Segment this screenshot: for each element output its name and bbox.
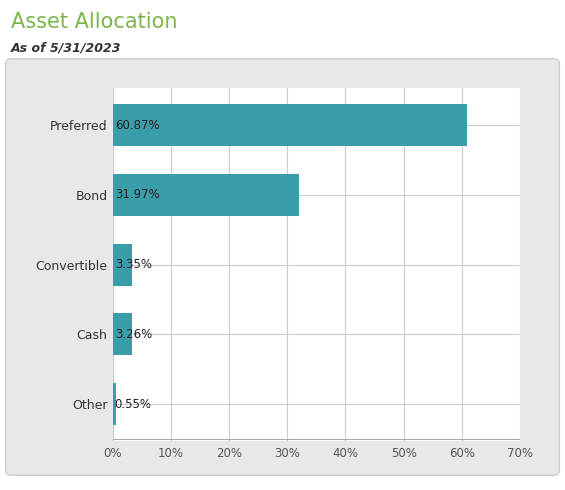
Text: 60.87%: 60.87% xyxy=(115,119,159,132)
Bar xyxy=(113,314,132,355)
Text: Asset Allocation: Asset Allocation xyxy=(11,12,178,32)
FancyBboxPatch shape xyxy=(6,59,559,475)
Bar xyxy=(113,174,299,216)
Text: As of 5/31/2023: As of 5/31/2023 xyxy=(11,42,122,55)
Bar xyxy=(113,104,467,146)
Bar xyxy=(113,383,116,425)
Text: 3.26%: 3.26% xyxy=(115,328,152,341)
Text: 3.35%: 3.35% xyxy=(115,258,152,271)
Text: 31.97%: 31.97% xyxy=(115,188,159,201)
Text: 0.55%: 0.55% xyxy=(115,397,152,411)
Bar xyxy=(113,244,132,286)
